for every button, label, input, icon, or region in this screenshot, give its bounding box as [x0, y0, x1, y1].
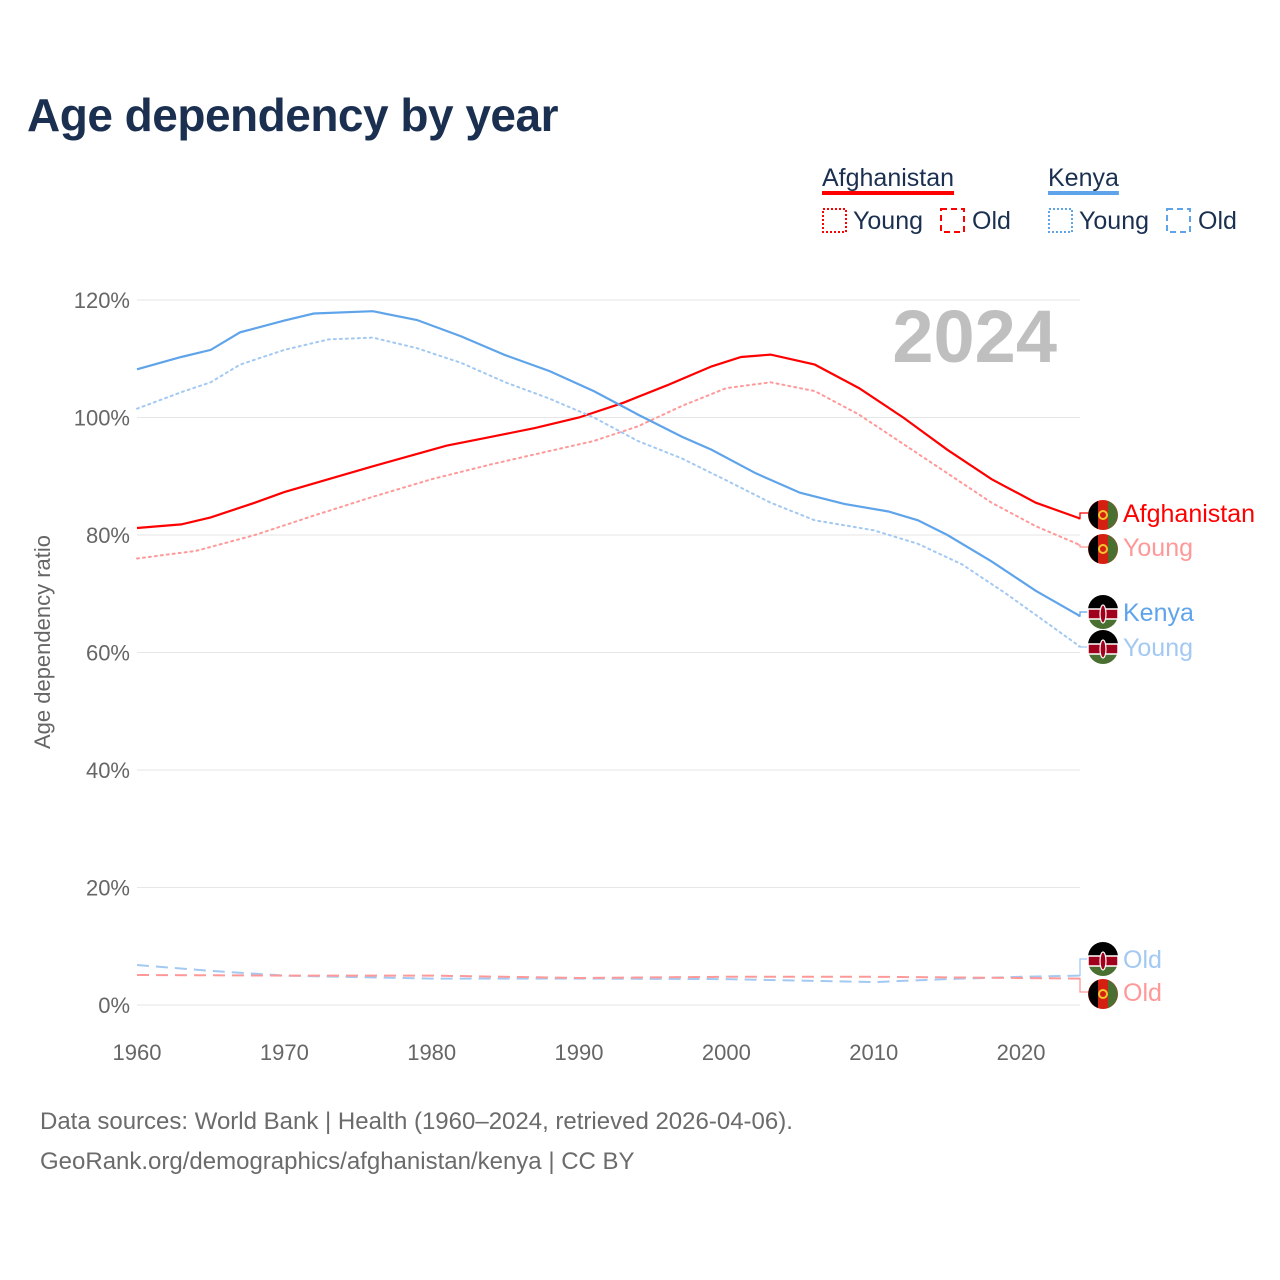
afghanistan-flag-icon: [1088, 535, 1098, 563]
x-tick-label: 1980: [407, 1040, 456, 1065]
kenya-flag-icon: [1088, 942, 1118, 957]
chart-title: Age dependency by year: [27, 89, 558, 141]
legend-old-label: Old: [1198, 207, 1237, 235]
afghanistan-flag-icon: [1098, 510, 1108, 520]
legend-old-swatch: [1166, 208, 1191, 233]
label-connector: [1078, 544, 1090, 548]
series-end-label: Kenya: [1123, 599, 1194, 627]
series-end-label: Young: [1123, 634, 1193, 662]
afghanistan-flag-icon: [1108, 980, 1118, 1008]
series-end-label: Young: [1123, 534, 1193, 562]
series-line-kenya-old: [136, 964, 1081, 984]
label-connector: [1078, 611, 1090, 617]
series-line-afghanistan-old: [136, 974, 1081, 980]
label-connector: [1078, 977, 1090, 993]
kenya-flag-icon: [1099, 639, 1107, 659]
afghanistan-flag-icon: [1098, 544, 1108, 554]
data-source-note: Data sources: World Bank | Health (1960–…: [40, 1108, 793, 1135]
legend-young-swatch: [1048, 208, 1073, 233]
y-tick-label: 40%: [86, 758, 130, 783]
y-tick-label: 20%: [86, 876, 130, 901]
series-end-label: Afghanistan: [1123, 500, 1255, 528]
y-axis-label: Age dependency ratio: [30, 535, 55, 749]
label-connector: [1078, 958, 1090, 977]
series-line-kenya-young: [136, 336, 1081, 648]
series-line-kenya: [136, 310, 1081, 618]
y-tick-label: 60%: [86, 641, 130, 666]
y-tick-label: 0%: [98, 993, 130, 1018]
x-tick-label: 1970: [260, 1040, 309, 1065]
afghanistan-flag-icon: [1098, 989, 1108, 999]
legend-title: Kenya: [1048, 164, 1119, 192]
kenya-flag-icon: [1088, 595, 1118, 610]
series-line-afghanistan: [136, 353, 1081, 530]
series-end-label: Old: [1123, 946, 1162, 974]
label-connector: [1078, 512, 1090, 520]
legend-young-label: Young: [853, 207, 923, 235]
afghanistan-flag-icon: [1108, 501, 1118, 529]
y-tick-label: 80%: [86, 523, 130, 548]
afghanistan-flag-icon: [1088, 501, 1098, 529]
series-end-label: Old: [1123, 979, 1162, 1007]
afghanistan-flag-icon: [1108, 535, 1118, 563]
legend-young-label: Young: [1079, 207, 1149, 235]
x-tick-label: 2020: [997, 1040, 1046, 1065]
legend-old-label: Old: [972, 207, 1011, 235]
legend-old-swatch: [940, 208, 965, 233]
legend-young-swatch: [822, 208, 847, 233]
x-tick-label: 2000: [702, 1040, 751, 1065]
x-tick-label: 1960: [113, 1040, 162, 1065]
afghanistan-flag-icon: [1088, 980, 1098, 1008]
y-tick-label: 100%: [74, 406, 130, 431]
y-tick-label: 120%: [74, 288, 130, 313]
legend-underline: [1048, 191, 1119, 195]
x-tick-label: 1990: [555, 1040, 604, 1065]
kenya-flag-icon: [1099, 604, 1107, 624]
source-link[interactable]: GeoRank.org/demographics/afghanistan/ken…: [40, 1148, 635, 1175]
legend-title: Afghanistan: [822, 164, 954, 192]
kenya-flag-icon: [1099, 951, 1107, 971]
x-tick-label: 2010: [849, 1040, 898, 1065]
kenya-flag-icon: [1088, 630, 1118, 645]
legend-underline: [822, 191, 955, 195]
series-line-afghanistan-young: [136, 381, 1081, 560]
year-label: 2024: [892, 295, 1057, 378]
